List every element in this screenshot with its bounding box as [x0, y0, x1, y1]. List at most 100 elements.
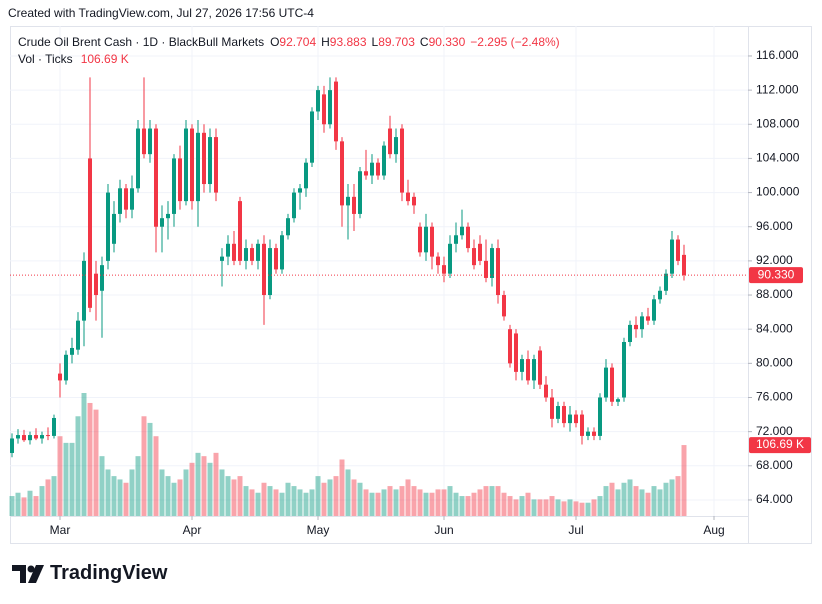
ohlc-key: H [321, 35, 330, 49]
volume-bar [135, 456, 141, 516]
volume-bar [387, 486, 393, 516]
candle-body [628, 324, 632, 342]
candle-body [190, 128, 194, 202]
volume-bar [291, 486, 297, 516]
candle-body [280, 235, 284, 270]
y-tick-label: 80.000 [756, 356, 793, 370]
volume-bar [681, 445, 687, 516]
volume-bar [393, 489, 399, 516]
candle-body [40, 435, 44, 439]
volume-bar [651, 486, 657, 516]
volume-bar [351, 479, 357, 516]
volume-bar [327, 479, 333, 516]
volume-bars [9, 393, 687, 516]
x-tick-label: Jun [434, 523, 453, 537]
candle-body [478, 243, 482, 261]
candle-body [388, 128, 392, 155]
candle-body [652, 299, 656, 321]
candle-body [118, 188, 122, 214]
candle-body [526, 359, 530, 381]
candle-body [334, 81, 338, 142]
volume-bar [303, 492, 309, 516]
volume-bar [339, 459, 345, 516]
candle-body [670, 239, 674, 274]
volume-bar [543, 499, 549, 516]
volume-bar [165, 476, 171, 516]
candle-body [418, 226, 422, 253]
candle-body [148, 128, 152, 155]
volume-bar [99, 456, 105, 516]
volume-bar [315, 476, 321, 516]
candle-body [520, 359, 524, 372]
candle-body [664, 273, 668, 291]
volume-bar [111, 476, 117, 516]
candle-body [412, 196, 416, 206]
candle-body [46, 435, 50, 437]
volume-bar [39, 486, 45, 516]
volume-bar [675, 476, 681, 516]
candle-body [100, 265, 104, 291]
volume-bar [453, 492, 459, 516]
candle-body [376, 162, 380, 176]
candle-body [586, 431, 590, 436]
candle-body [550, 397, 554, 419]
volume-bar [27, 490, 33, 516]
candle-body [22, 435, 26, 441]
volume-bar [75, 416, 81, 516]
candle-body [238, 201, 242, 261]
volume-bar [555, 499, 561, 516]
volume-bar [495, 486, 501, 516]
candle-body [58, 373, 62, 381]
candle-body [94, 273, 98, 296]
y-tick-label: 104.000 [756, 151, 800, 165]
volume-bar [225, 476, 231, 516]
candle-body [544, 384, 548, 398]
ohlc-item: C90.330 [420, 35, 465, 49]
volume-bar [423, 492, 429, 516]
volume-bar [189, 462, 195, 516]
volume-bar [609, 482, 615, 516]
y-tick-label: 108.000 [756, 116, 800, 130]
volume-bar [369, 492, 375, 516]
y-tick-label: 64.000 [756, 492, 793, 506]
x-tick-label: Apr [183, 523, 202, 537]
candle-body [142, 128, 146, 155]
chart-frame [10, 26, 812, 544]
candle-body [340, 141, 344, 206]
candle-body [106, 192, 110, 261]
volume-value: 106.69 K [80, 52, 129, 66]
volume-bar [567, 499, 573, 516]
y-tick-label: 100.000 [756, 185, 800, 199]
candle-body [370, 162, 374, 176]
volume-bar [81, 393, 87, 516]
volume-bar [561, 501, 567, 516]
candle-body [610, 367, 614, 402]
candle-body [484, 260, 488, 278]
candle-body [508, 329, 512, 364]
candle-body [556, 406, 560, 419]
volume-bar [603, 486, 609, 516]
volume-bar [141, 416, 147, 516]
volume-bar [459, 496, 465, 516]
volume-bar [429, 492, 435, 516]
candle-body [244, 248, 248, 261]
volume-bar [219, 469, 225, 516]
volume-bar [273, 489, 279, 516]
volume-bar [621, 482, 627, 516]
volume-bar [237, 476, 243, 516]
candle-body [184, 128, 188, 202]
last-price-box [749, 267, 803, 284]
candle-body [406, 192, 410, 202]
candle-body [304, 162, 308, 189]
ohlc-legend: O92.704 H93.883 L89.703 C90.330 [270, 35, 465, 49]
volume-bar [93, 409, 99, 516]
y-tick-label: 76.000 [756, 390, 793, 404]
ohlc-item: H93.883 [321, 35, 366, 49]
volume-bar [507, 496, 513, 516]
volume-bar [597, 496, 603, 516]
ohlc-value: 93.883 [329, 35, 367, 49]
candle-body [514, 333, 518, 372]
candle-body [634, 324, 638, 330]
candle-body [676, 239, 680, 261]
volume-title: Vol · Ticks [18, 52, 73, 66]
